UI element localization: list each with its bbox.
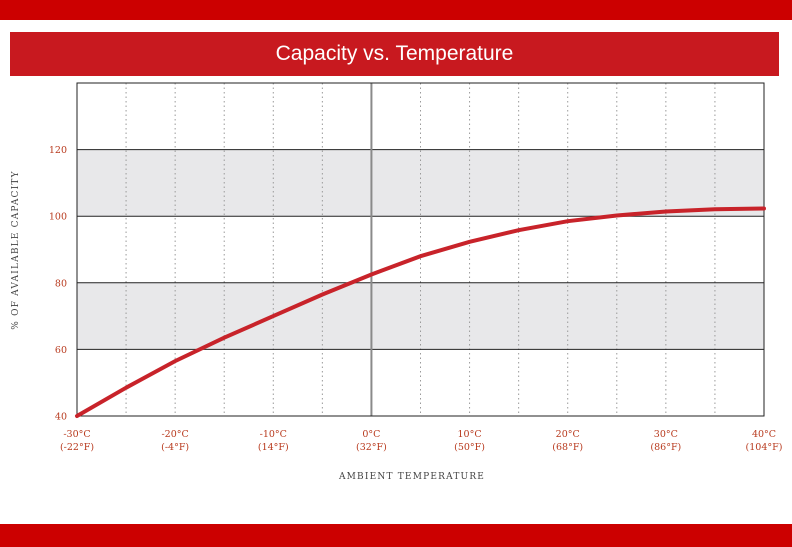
- x-tick-20: 20°C (68°F): [552, 429, 583, 453]
- bottom-brand-bar: [0, 524, 792, 547]
- x-tick--30: -30°C (-22°F): [60, 429, 94, 453]
- chart-title: Capacity vs. Temperature: [275, 42, 514, 65]
- x-axis-title: AMBIENT TEMPERATURE: [338, 472, 485, 482]
- x-tick-fahrenheit: (32°F): [356, 442, 387, 453]
- y-tick-100: 100: [49, 212, 67, 223]
- x-tick-fahrenheit: (86°F): [650, 442, 681, 453]
- x-tick-fahrenheit: (104°F): [746, 442, 783, 453]
- x-tick-celsius: 30°C: [654, 429, 678, 440]
- capacity-curve: [75, 206, 766, 418]
- x-tick-celsius: 10°C: [458, 429, 482, 440]
- x-tick-fahrenheit: (-22°F): [60, 442, 94, 453]
- y-tick-labels: 40 60 80 100 120: [49, 145, 67, 422]
- x-tick-celsius: 40°C: [752, 429, 776, 440]
- x-tick-fahrenheit: (50°F): [454, 442, 485, 453]
- x-tick-celsius: -20°C: [161, 429, 188, 440]
- x-tick--10: -10°C (14°F): [258, 429, 289, 453]
- plot-frame: [76, 82, 765, 417]
- x-tick-celsius: -10°C: [260, 429, 287, 440]
- x-tick-30: 30°C (86°F): [650, 429, 681, 453]
- y-tick-60: 60: [55, 345, 67, 356]
- x-tick-celsius: -30°C: [63, 429, 90, 440]
- title-banner: Capacity vs. Temperature: [10, 32, 779, 76]
- y-tick-80: 80: [55, 278, 67, 289]
- vertical-gridlines: [125, 83, 716, 416]
- horizontal-gridlines: [77, 149, 764, 350]
- shaded-band-60-80: [77, 282, 764, 350]
- x-tick-celsius: 0°C: [362, 429, 380, 440]
- x-tick-fahrenheit: (68°F): [552, 442, 583, 453]
- x-tick-10: 10°C (50°F): [454, 429, 485, 453]
- x-tick-40: 40°C (104°F): [746, 429, 783, 453]
- x-tick-0: 0°C (32°F): [356, 429, 387, 453]
- top-brand-bar: [0, 0, 792, 20]
- x-tick-fahrenheit: (-4°F): [161, 442, 189, 453]
- x-tick-labels: -30°C (-22°F) -20°C (-4°F) -10°C (14°F) 0°C (32…: [60, 429, 782, 453]
- x-tick-celsius: 20°C: [556, 429, 580, 440]
- y-tick-120: 120: [49, 145, 67, 156]
- x-tick-fahrenheit: (14°F): [258, 442, 289, 453]
- x-tick--20: -20°C (-4°F): [161, 429, 189, 453]
- y-axis-title: % OF AVAILABLE CAPACITY: [11, 170, 21, 330]
- y-tick-40: 40: [55, 412, 67, 423]
